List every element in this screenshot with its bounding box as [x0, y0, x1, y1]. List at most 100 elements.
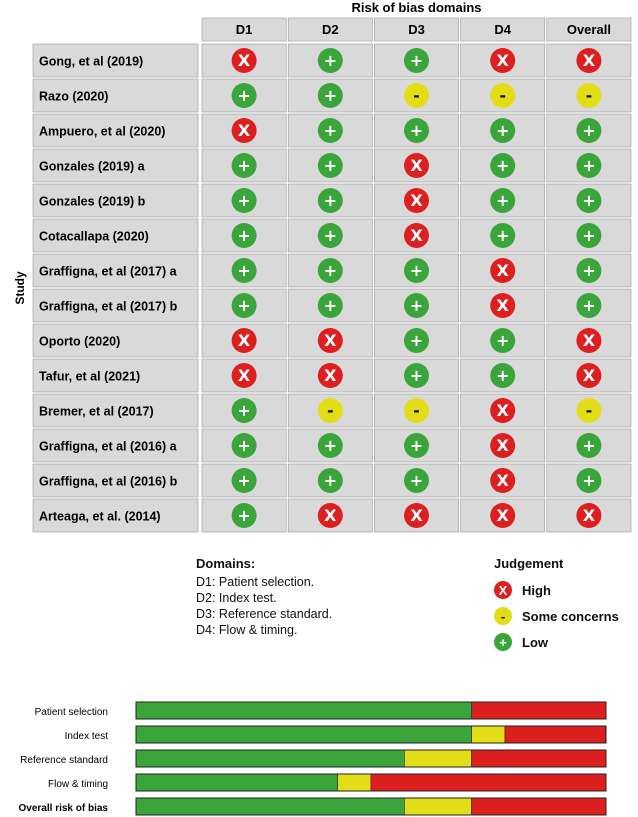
- high-judgement-icon: [231, 118, 257, 143]
- judgement-symbol: -: [586, 86, 593, 105]
- high-judgement-icon: [231, 363, 257, 388]
- high-judgement-icon: [404, 223, 429, 248]
- judgement-symbol: +: [410, 471, 423, 490]
- bar-category-label: Index test: [65, 731, 109, 742]
- judgement-symbol: +: [324, 121, 337, 140]
- low-judgement-icon: [490, 328, 516, 353]
- bar-segment-low: [135, 749, 405, 768]
- column-header-label: D4: [494, 22, 511, 37]
- some-concerns-judgement-icon: [576, 83, 602, 108]
- judgement-symbol: +: [324, 261, 337, 280]
- bar-outline: [135, 725, 607, 744]
- bar-category-label: Reference standard: [20, 755, 108, 766]
- judgement-symbol: +: [237, 156, 250, 175]
- study-label: Oporto (2020): [39, 335, 120, 349]
- low-judgement-icon: [231, 188, 257, 213]
- judgement-legend-title: Judgement: [494, 556, 564, 571]
- low-judgement-icon: [231, 293, 257, 318]
- study-label-cell: [32, 393, 199, 428]
- high-judgement-icon: [576, 503, 602, 528]
- low-judgement-icon: [317, 48, 343, 73]
- judgement-symbol: +: [237, 296, 250, 315]
- study-label-cell: [32, 148, 199, 183]
- judgement-symbol: X: [497, 296, 510, 315]
- high-judgement-icon: [317, 503, 343, 528]
- column-header-label: D2: [322, 22, 339, 37]
- judgement-symbol: +: [237, 401, 250, 420]
- judgement-symbol: X: [497, 471, 510, 490]
- bar-segment-some-concerns: [404, 749, 472, 768]
- judgement-symbol: X: [583, 331, 596, 350]
- judgement-symbol: +: [410, 51, 423, 70]
- bar-outline: [135, 749, 607, 768]
- bar-category-label: Flow & timing: [48, 779, 108, 790]
- bar-segment-high: [471, 701, 607, 720]
- judgement-symbol: +: [410, 261, 423, 280]
- study-label-cell: [32, 358, 199, 393]
- low-judgement-icon: [404, 118, 429, 143]
- judgement-symbol: X: [238, 51, 251, 70]
- low-judgement-icon: [404, 433, 429, 458]
- low-judgement-icon: [317, 188, 343, 213]
- study-label: Graffigna, et al (2016) b: [39, 475, 178, 489]
- judgement-symbol: +: [410, 366, 423, 385]
- low-judgement-icon: [404, 258, 429, 283]
- high-judgement-icon: [576, 328, 602, 353]
- low-judgement-icon: [317, 153, 343, 178]
- column-header-d1: [201, 17, 287, 42]
- study-label: Cotacallapa (2020): [39, 230, 149, 244]
- high-judgement-icon: [490, 398, 516, 423]
- bar-outline: [135, 797, 607, 816]
- judgement-symbol: X: [238, 121, 251, 140]
- low-judgement-icon: [317, 293, 343, 318]
- column-header-label: D3: [408, 22, 425, 37]
- low-judgement-icon: [404, 363, 429, 388]
- low-judgement-icon: [576, 468, 602, 493]
- high-judgement-icon: [231, 328, 257, 353]
- column-header-d3: [374, 17, 459, 42]
- legend-label-some-concerns: Some concerns: [522, 608, 619, 624]
- low-judgement-icon: [404, 293, 429, 318]
- study-label-cell: [32, 43, 199, 78]
- some-concerns-judgement-icon: [576, 398, 602, 423]
- low-judgement-icon: [576, 188, 602, 213]
- judgement-symbol: X: [497, 401, 510, 420]
- low-risk-icon: +: [494, 633, 512, 651]
- judgement-symbol: -: [413, 86, 420, 105]
- study-label: Razo (2020): [39, 90, 108, 104]
- high-judgement-icon: [404, 503, 429, 528]
- judgement-symbol: +: [324, 296, 337, 315]
- low-judgement-icon: [317, 223, 343, 248]
- low-judgement-icon: [231, 503, 257, 528]
- judgement-symbol: +: [237, 471, 250, 490]
- low-judgement-icon: [317, 83, 343, 108]
- judgement-symbol: +: [582, 436, 595, 455]
- judgement-symbol: +: [237, 226, 250, 245]
- study-label: Ampuero, et al (2020): [39, 125, 165, 139]
- study-label-cell: [32, 253, 199, 288]
- judgement-symbol: +: [582, 261, 595, 280]
- judgement-symbol: +: [496, 156, 509, 175]
- judgement-symbol: +: [324, 156, 337, 175]
- judgement-symbol: +: [496, 226, 509, 245]
- bar-outline: [135, 773, 607, 792]
- low-judgement-icon: [404, 48, 429, 73]
- column-header-label: Overall: [567, 22, 611, 37]
- bar-category-label: Patient selection: [35, 707, 108, 718]
- judgement-symbol: +: [237, 506, 250, 525]
- judgement-symbol: +: [410, 436, 423, 455]
- some-concerns-judgement-icon: [404, 398, 429, 423]
- bar-segment-low: [135, 701, 472, 720]
- judgement-symbol: X: [583, 366, 596, 385]
- high-judgement-icon: [490, 503, 516, 528]
- low-judgement-icon: [576, 293, 602, 318]
- judgement-symbol: +: [582, 156, 595, 175]
- judgement-symbol: +: [324, 86, 337, 105]
- judgement-symbol: +: [324, 51, 337, 70]
- judgement-symbol: +: [324, 226, 337, 245]
- study-label: Bremer, et al (2017): [39, 405, 154, 419]
- legend-item-high: X High: [494, 577, 619, 603]
- low-judgement-icon: [404, 328, 429, 353]
- low-judgement-icon: [231, 153, 257, 178]
